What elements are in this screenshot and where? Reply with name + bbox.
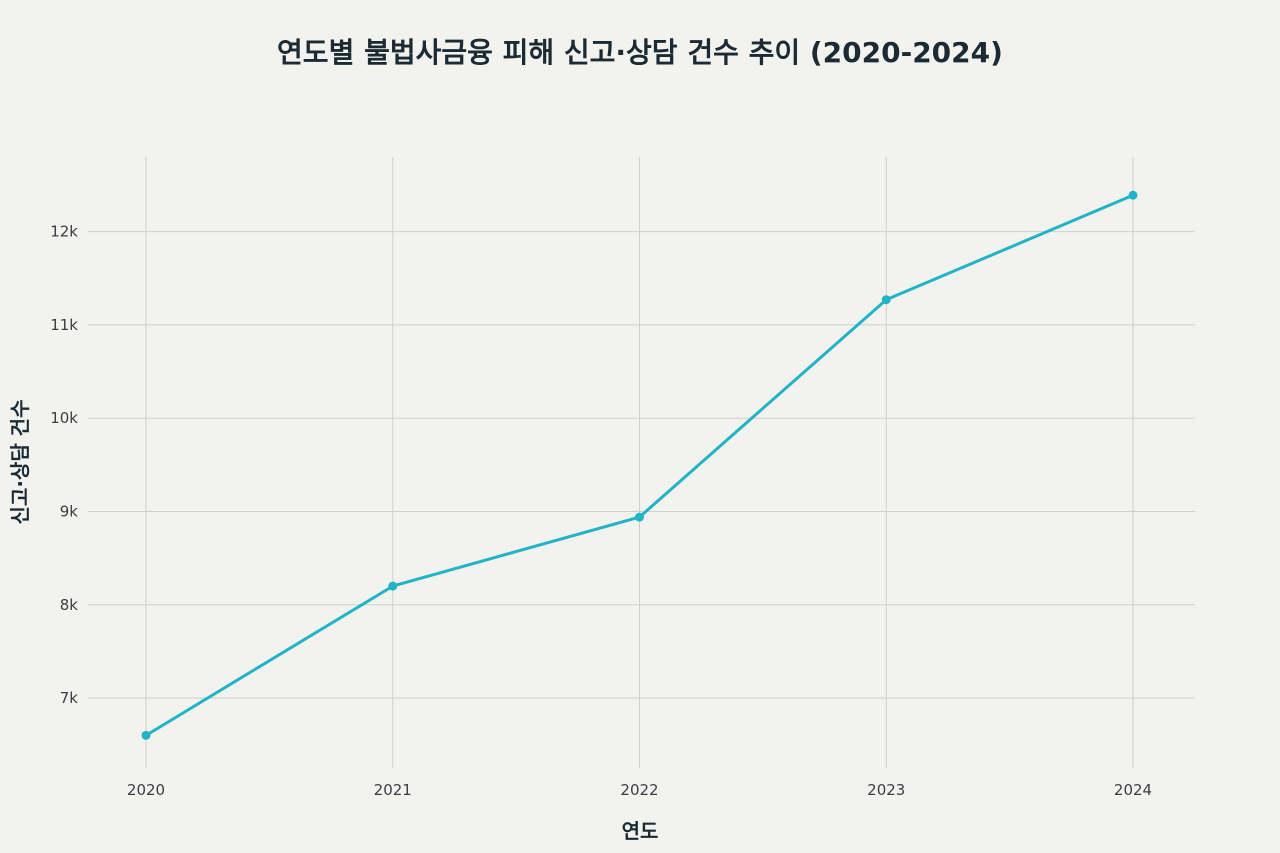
data-point[interactable]	[635, 512, 644, 522]
data-point[interactable]	[881, 295, 891, 305]
y-tick-label: 8k	[60, 596, 79, 614]
chart-title: 연도별 불법사금융 피해 신고·상담 건수 추이 (2020-2024)	[277, 36, 1003, 69]
grid-layer	[88, 157, 1195, 768]
x-tick-label: 2023	[867, 781, 905, 799]
data-point[interactable]	[1128, 190, 1138, 200]
y-tick-label: 10k	[50, 409, 78, 427]
y-axis-title: 신고·상담 건수	[8, 400, 32, 525]
data-point[interactable]	[388, 581, 398, 591]
x-tick-label: 2021	[374, 781, 412, 799]
series-layer	[141, 190, 1138, 740]
tick-layer: 2020 2021 2022 2023 2024 7k 8k 9k 10k 11k 12k	[50, 223, 1152, 799]
x-tick-label: 2024	[1114, 781, 1152, 799]
y-tick-label: 9k	[60, 502, 79, 520]
y-tick-label: 12k	[50, 223, 78, 241]
y-tick-label: 7k	[60, 689, 79, 707]
data-point[interactable]	[141, 730, 151, 740]
x-tick-label: 2020	[127, 781, 165, 799]
y-tick-label: 11k	[50, 316, 78, 334]
x-axis-title: 연도	[622, 819, 659, 843]
x-tick-label: 2022	[620, 781, 658, 799]
